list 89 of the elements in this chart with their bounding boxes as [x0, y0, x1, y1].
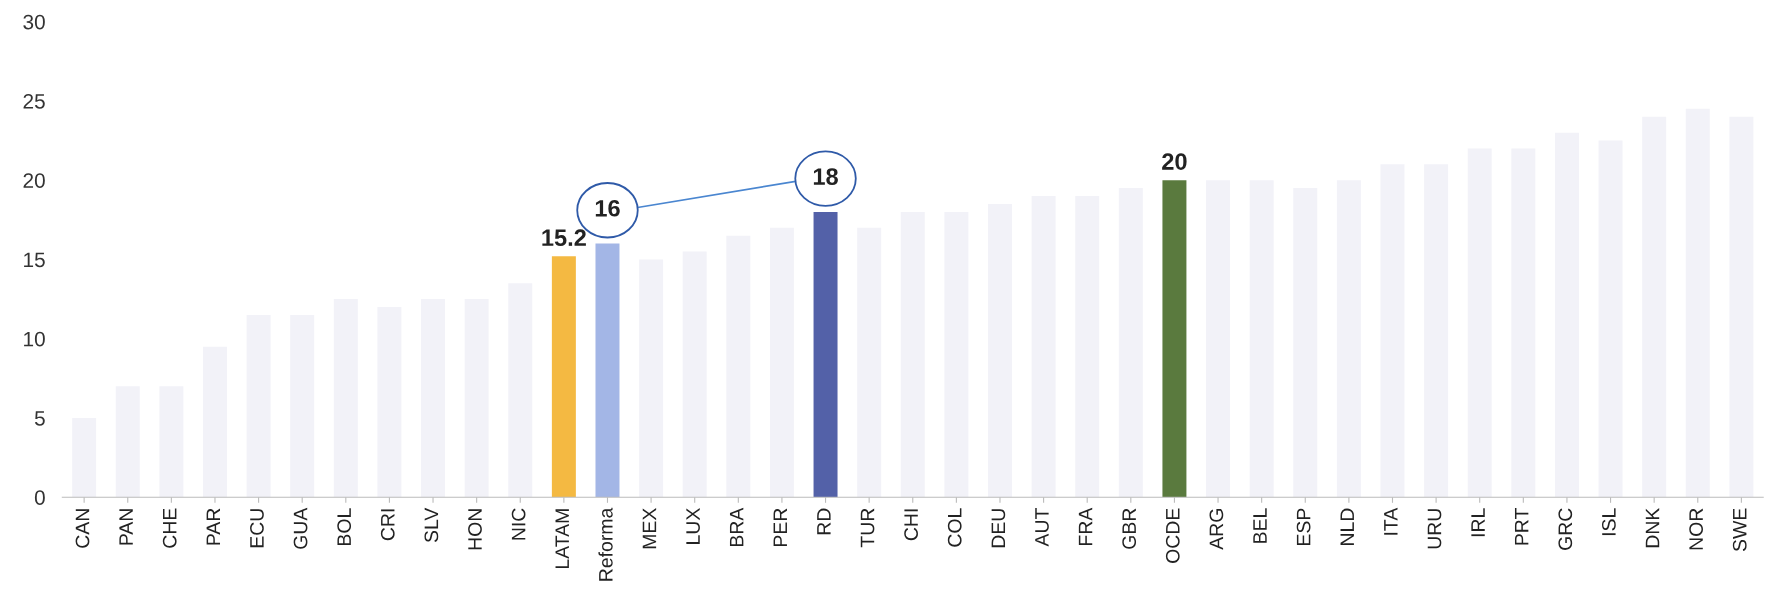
bar — [1424, 164, 1449, 498]
x-tick-label: RD — [817, 508, 831, 535]
x-tick-label: Reforma — [598, 507, 613, 581]
x-tick-label: AUT — [1035, 508, 1049, 547]
bar — [1293, 188, 1318, 498]
bar — [1511, 148, 1536, 498]
bar — [464, 299, 489, 498]
bar — [551, 256, 576, 498]
x-tick-label: NIC — [511, 508, 526, 540]
x-tick-label: CRI — [380, 509, 395, 541]
x-tick-label: FRA — [1078, 507, 1093, 545]
x-tick-label: ESP — [1296, 508, 1311, 545]
annotation: 16 — [595, 199, 620, 217]
bar — [1554, 132, 1579, 498]
bar — [1642, 116, 1667, 498]
bar — [115, 386, 140, 498]
bar — [682, 251, 707, 498]
bar — [1031, 196, 1056, 498]
y-tick-label: 10 — [24, 331, 45, 347]
x-tick-label: OCDE — [1165, 508, 1180, 563]
x-tick-label: CAN — [75, 509, 90, 548]
x-tick-label: PRT — [1514, 508, 1529, 545]
bar — [987, 203, 1012, 498]
bar — [1380, 164, 1405, 498]
x-tick-label: GBR — [1122, 508, 1137, 549]
x-tick-label: SWE — [1732, 508, 1747, 552]
bar — [508, 283, 533, 498]
bar — [333, 299, 358, 498]
bar — [857, 227, 882, 498]
bar — [595, 243, 620, 498]
bar — [377, 307, 402, 498]
bar — [421, 299, 446, 498]
x-tick-label: LATAM — [555, 509, 569, 569]
x-tick-label: GUA — [293, 507, 308, 549]
x-tick-label: GRC — [1558, 508, 1573, 550]
bar — [944, 211, 969, 498]
y-tick-label: 5 — [34, 411, 45, 426]
x-tick-label: LUX — [686, 508, 700, 544]
bar — [813, 211, 838, 498]
x-tick-label: MEX — [642, 508, 657, 549]
x-tick-label: SLV — [424, 507, 439, 543]
annotation: 18 — [813, 168, 838, 185]
x-tick-label: NLD — [1340, 508, 1354, 545]
y-tick-label: 15 — [24, 252, 45, 268]
x-tick-label: NOR — [1689, 508, 1703, 550]
x-tick-label: CHI — [904, 509, 918, 541]
x-tick-label: BOL — [337, 508, 352, 545]
data-label: 20 — [1162, 153, 1187, 170]
y-tick-label: 30 — [23, 14, 45, 30]
x-tick-label: BRA — [729, 507, 744, 547]
bar — [1249, 180, 1274, 498]
bar — [1162, 180, 1187, 498]
data-label: 15.2 — [542, 229, 586, 247]
bar — [159, 386, 184, 498]
bar — [1206, 180, 1231, 498]
bar — [726, 235, 751, 498]
x-tick-label: CHE — [162, 508, 177, 548]
bar — [769, 227, 794, 498]
y-tick-label: 0 — [34, 490, 45, 506]
x-tick-label: TUR — [860, 508, 875, 548]
x-tick-label: BEL — [1253, 508, 1267, 543]
x-tick-label: ECU — [250, 509, 264, 548]
bar — [1467, 148, 1492, 498]
x-tick-label: PAN — [119, 509, 133, 545]
bar — [1729, 116, 1754, 498]
bar — [202, 346, 227, 498]
x-tick-label: URU — [1427, 509, 1442, 549]
bar — [246, 314, 271, 498]
x-tick-label: ISL — [1602, 508, 1616, 536]
x-tick-label: COL — [947, 508, 962, 547]
x-tick-label: ARG — [1209, 509, 1224, 550]
x-tick-label: ITA — [1384, 507, 1398, 535]
x-tick-label: DNK — [1645, 507, 1660, 548]
x-tick-label: PER — [773, 508, 787, 547]
y-tick-label: 20 — [23, 173, 45, 188]
bar — [639, 259, 664, 498]
bar — [900, 211, 925, 498]
bar — [72, 417, 97, 498]
x-tick-label: IRL — [1471, 508, 1485, 537]
bar — [1685, 108, 1710, 498]
bar — [1598, 140, 1623, 498]
bar — [1336, 180, 1361, 498]
x-tick-label: HON — [468, 509, 482, 550]
bar — [1075, 196, 1100, 498]
bar — [290, 314, 315, 498]
bar — [1118, 188, 1143, 498]
x-tick-label: PAR — [206, 508, 220, 545]
x-tick-label: DEU — [991, 509, 1006, 548]
y-tick-label: 25 — [23, 93, 45, 109]
